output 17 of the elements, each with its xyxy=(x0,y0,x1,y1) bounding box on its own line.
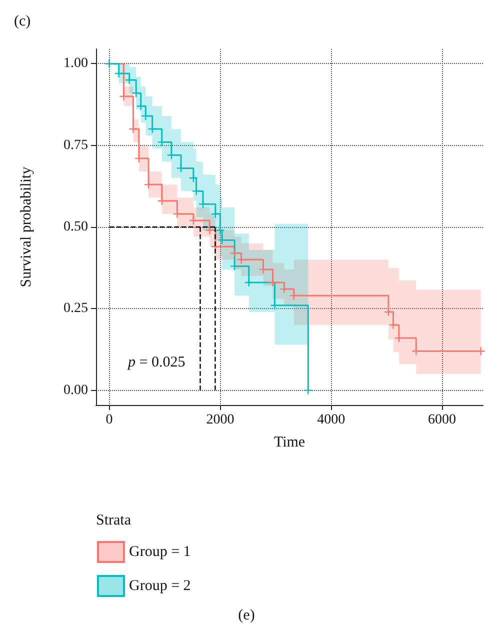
y-tick-label: 1.00 xyxy=(64,56,88,72)
y-tick-label: 0.50 xyxy=(64,220,88,234)
annotation: p = 0.025 xyxy=(127,354,186,370)
x-tick-label: 6000 xyxy=(428,412,456,428)
x-tick-label: 0 xyxy=(106,412,113,428)
y-axis-title: Survival probability xyxy=(18,166,34,288)
text: (e) xyxy=(238,608,255,624)
legend-label: Group = 2 xyxy=(129,578,191,594)
x-tick-label: 4000 xyxy=(317,412,346,428)
y-tick-label: 0.00 xyxy=(64,382,88,398)
legend-label: Group = 1 xyxy=(129,544,191,560)
legend-title: Strata xyxy=(96,512,132,528)
y-tick-label: 0.25 xyxy=(64,301,88,316)
x-axis-title: Time xyxy=(274,434,306,450)
chart-title: (c) xyxy=(14,14,31,30)
x-tick-label: 2000 xyxy=(206,412,234,428)
y-tick-label: 0.75 xyxy=(64,138,88,153)
